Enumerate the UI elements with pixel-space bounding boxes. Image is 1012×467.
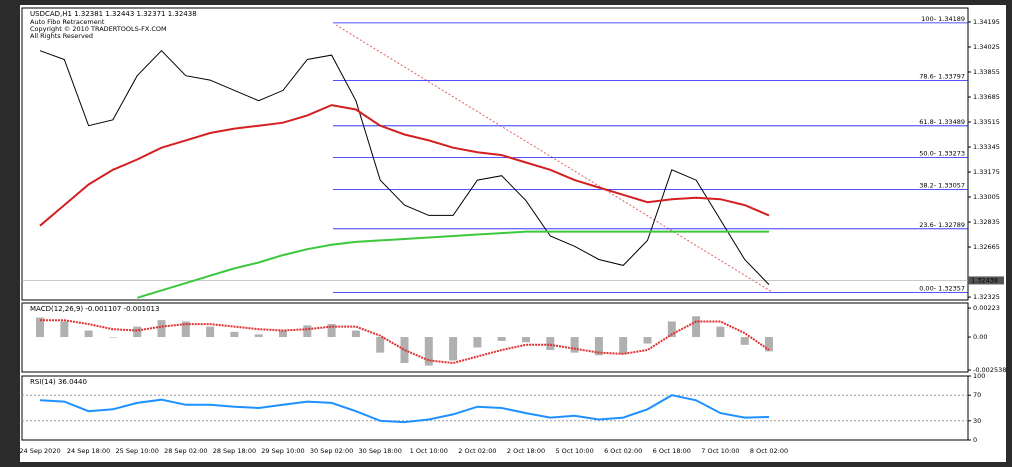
histogram-bar: [497, 337, 506, 341]
histogram-bar: [400, 337, 409, 364]
histogram-bar: [449, 337, 458, 361]
x-tick-label: 25 Sep 10:00: [116, 447, 159, 455]
histogram-bar: [181, 321, 190, 338]
histogram-bar: [206, 326, 215, 338]
x-tick-label: 30 Sep 18:00: [359, 447, 402, 455]
histogram-bar: [351, 330, 360, 338]
panel-title: USDCAD,H1 1.32381 1.32443 1.32371 1.3243…: [30, 10, 197, 18]
y-tick-label: 1.34025: [973, 43, 1000, 51]
histogram-bar: [303, 325, 312, 338]
histogram-bar: [716, 326, 725, 338]
y-tick-label: 1.33345: [973, 143, 1000, 151]
window-background: [20, 5, 1006, 462]
histogram-bar: [157, 320, 166, 338]
histogram-bar: [765, 337, 773, 352]
series-line: [39, 49, 770, 285]
panel-frame: [21, 375, 969, 441]
histogram-bar: [279, 330, 287, 338]
x-tick-label: 24 Sep 2020: [19, 447, 60, 455]
fibo-label: 100- 1.34189: [921, 15, 965, 23]
histogram-bar: [108, 337, 117, 338]
histogram-bar: [594, 337, 603, 356]
y-tick-label: 30: [973, 417, 981, 425]
y-tick-label: 0: [973, 436, 977, 444]
x-tick-label: 8 Oct 02:00: [750, 447, 788, 455]
histogram-bar: [570, 337, 579, 353]
histogram-bar: [667, 321, 676, 338]
panel-title: MACD(12,26,9) -0.001107 -0.001013: [30, 305, 159, 313]
y-tick-label: 1.32325: [973, 293, 1000, 301]
x-tick-label: 28 Sep 18:00: [213, 447, 256, 455]
histogram-bar: [643, 337, 652, 344]
series-line: [136, 230, 769, 299]
fibo-label: 50.0- 1.33273: [919, 150, 965, 158]
histogram-bar: [692, 316, 701, 338]
x-tick-label: 1 Oct 10:00: [410, 447, 448, 455]
histogram-bar: [36, 317, 44, 338]
x-tick-label: 28 Sep 02:00: [164, 447, 207, 455]
series-line: [39, 394, 770, 424]
x-tick-label: 7 Oct 10:00: [701, 447, 739, 455]
fibo-label: 23.6- 1.32789: [919, 221, 965, 229]
histogram-bar: [424, 337, 433, 366]
histogram-bar: [327, 324, 336, 338]
fibo-label: 61.8- 1.33489: [919, 118, 965, 126]
panel-title: RSI(14) 36.0440: [30, 378, 87, 386]
x-tick-label: 2 Oct 18:00: [507, 447, 545, 455]
histogram-bar: [473, 337, 482, 348]
histogram-bar: [230, 331, 239, 338]
panel-frame: [21, 7, 969, 301]
x-tick-label: 6 Oct 18:00: [653, 447, 691, 455]
histogram-bar: [740, 337, 749, 345]
x-tick-label: 24 Sep 18:00: [67, 447, 110, 455]
series-line: [39, 104, 770, 227]
y-tick-label: 1.33685: [973, 93, 1000, 101]
x-tick-label: 2 Oct 02:00: [458, 447, 496, 455]
y-tick-label: 70: [973, 391, 981, 399]
histogram-bar: [546, 337, 555, 351]
annotation: All Rights Reserved: [30, 32, 93, 40]
y-tick-label: 1.33175: [973, 168, 1000, 176]
y-tick-label: 1.33515: [973, 118, 1000, 126]
trend-line: [335, 24, 773, 293]
y-tick-label: 1.34195: [973, 18, 1000, 26]
histogram-bar: [619, 337, 628, 354]
y-tick-label: 0.00: [973, 333, 987, 341]
y-tick-label: 100: [973, 372, 985, 380]
histogram-bar: [84, 330, 93, 338]
y-tick-label: -0.002538: [973, 366, 1006, 374]
x-tick-label: 29 Sep 10:00: [261, 447, 304, 455]
x-tick-label: 30 Sep 02:00: [310, 447, 353, 455]
y-tick-label: 0.00223: [973, 304, 1000, 312]
annotation: Auto Fibo Retracement: [30, 18, 105, 26]
histogram-bar: [133, 326, 142, 338]
y-tick-label: 1.32835: [973, 218, 1000, 226]
y-tick-label: 1.33855: [973, 68, 1000, 76]
histogram-bar: [60, 321, 69, 338]
fibo-label: 0.00- 1.32357: [919, 284, 965, 292]
histogram-bar: [522, 337, 530, 343]
y-tick-label: 1.32665: [973, 243, 1000, 251]
x-tick-label: 6 Oct 02:00: [604, 447, 642, 455]
annotation: Copyright © 2010 TRADERTOOLS-FX.COM: [30, 25, 167, 33]
y-tick-label: 1.33005: [973, 193, 1000, 201]
fibo-label: 78.6- 1.33797: [919, 73, 965, 81]
last-price-label: 1.32438: [971, 276, 998, 284]
x-tick-label: 5 Oct 10:00: [555, 447, 593, 455]
last-price-box: [968, 276, 1004, 285]
histogram-bar: [376, 337, 385, 353]
histogram-bar: [254, 334, 263, 338]
fibo-label: 38.2- 1.33057: [919, 181, 965, 189]
